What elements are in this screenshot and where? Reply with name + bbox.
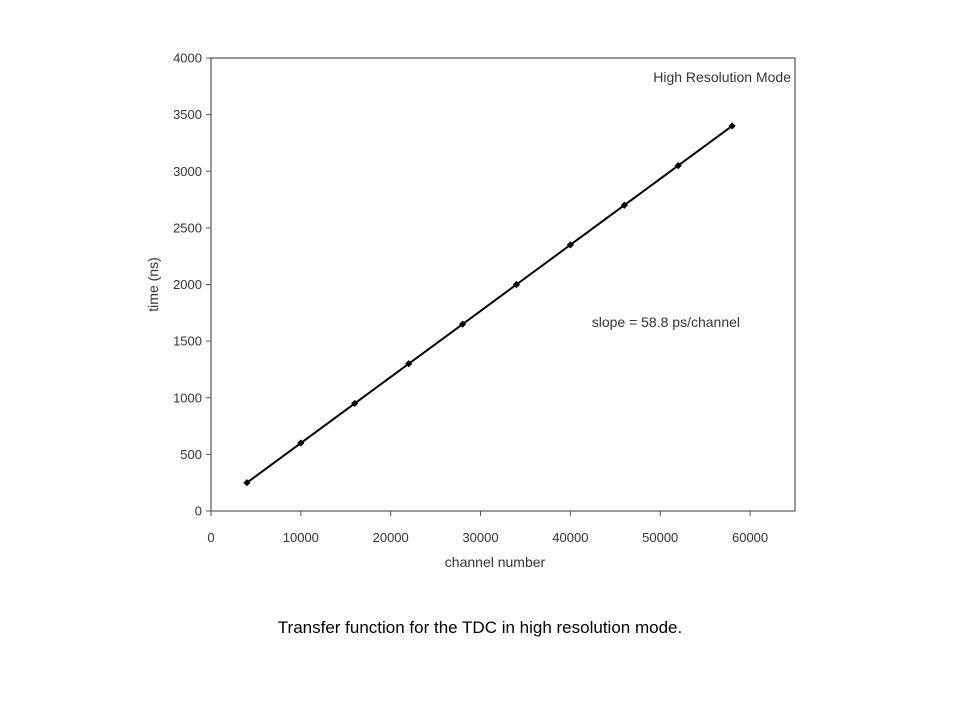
y-tick-label: 1500 bbox=[173, 334, 202, 349]
x-axis-ticks: 0 10000 20000 30000 40000 50000 60000 bbox=[207, 511, 768, 545]
data-point bbox=[351, 399, 359, 408]
x-tick-label: 50000 bbox=[642, 530, 678, 545]
x-tick-label: 0 bbox=[207, 530, 214, 545]
x-tick-label: 40000 bbox=[552, 530, 588, 545]
chart-annotation: High Resolution Mode bbox=[653, 69, 791, 85]
series-line bbox=[246, 125, 733, 484]
x-tick-label: 60000 bbox=[732, 530, 768, 545]
chart: 0 500 1000 1500 2000 2500 3000 3500 4000 0 10000 2… bbox=[145, 51, 796, 570]
data-point bbox=[297, 439, 305, 447]
x-tick-label: 30000 bbox=[462, 530, 498, 545]
y-tick-label: 3500 bbox=[173, 107, 202, 122]
x-axis-label: channel number bbox=[445, 554, 546, 570]
data-point bbox=[243, 479, 251, 487]
data-point bbox=[728, 122, 736, 130]
y-tick-label: 1000 bbox=[173, 390, 202, 405]
figure-caption: Transfer function for the TDC in high re… bbox=[277, 618, 683, 637]
data-point bbox=[674, 161, 682, 170]
data-point bbox=[458, 320, 467, 328]
y-tick-label: 2500 bbox=[173, 220, 202, 235]
y-tick-label: 0 bbox=[195, 504, 202, 519]
chart-annotation: slope = 58.8 ps/channel bbox=[592, 314, 740, 330]
y-tick-label: 2000 bbox=[173, 277, 202, 292]
data-point bbox=[566, 241, 574, 249]
y-axis-ticks: 0 500 1000 1500 2000 2500 3000 3500 4000 bbox=[173, 51, 211, 519]
y-tick-label: 500 bbox=[180, 447, 202, 462]
data-point bbox=[512, 280, 521, 289]
x-tick-label: 20000 bbox=[373, 530, 409, 545]
data-point bbox=[620, 201, 628, 209]
y-tick-label: 4000 bbox=[173, 51, 202, 66]
annotations: High Resolution Mode slope = 58.8 ps/chan… bbox=[592, 69, 791, 330]
y-tick-label: 3000 bbox=[173, 164, 202, 179]
x-tick-label: 10000 bbox=[283, 530, 319, 545]
data-point bbox=[405, 360, 413, 368]
series-group bbox=[243, 122, 736, 487]
y-axis-label: time (ns) bbox=[145, 257, 161, 311]
